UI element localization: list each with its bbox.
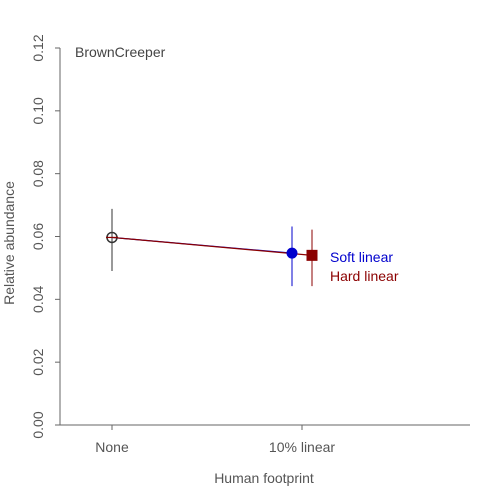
y-tick-label: 0.06 <box>30 223 46 250</box>
x-axis-label: Human footprint <box>214 470 314 486</box>
marks <box>106 208 318 287</box>
x-tick-label: None <box>95 439 129 455</box>
y-tick-label: 0.12 <box>30 34 46 61</box>
data-point-hard-linear <box>306 249 318 261</box>
legend: Soft linear Hard linear <box>330 249 399 284</box>
y-tick-label: 0.00 <box>30 411 46 438</box>
legend-label: Hard linear <box>330 268 399 284</box>
y-tick-label: 0.04 <box>30 285 46 312</box>
legend-label: Soft linear <box>330 249 393 265</box>
x-tick-label: 10% linear <box>269 439 335 455</box>
y-tick-label: 0.10 <box>30 97 46 124</box>
y-tick-label: 0.08 <box>30 160 46 187</box>
axes: 0.00 0.02 0.04 0.06 0.08 0.10 0.12 None 10% line… <box>30 34 470 455</box>
chart-title: BrownCreeper <box>75 44 166 60</box>
y-axis-label: Relative abundance <box>1 181 17 305</box>
connector-line <box>111 236 313 256</box>
y-tick-label: 0.02 <box>30 348 46 375</box>
data-point-soft-linear <box>286 247 298 259</box>
